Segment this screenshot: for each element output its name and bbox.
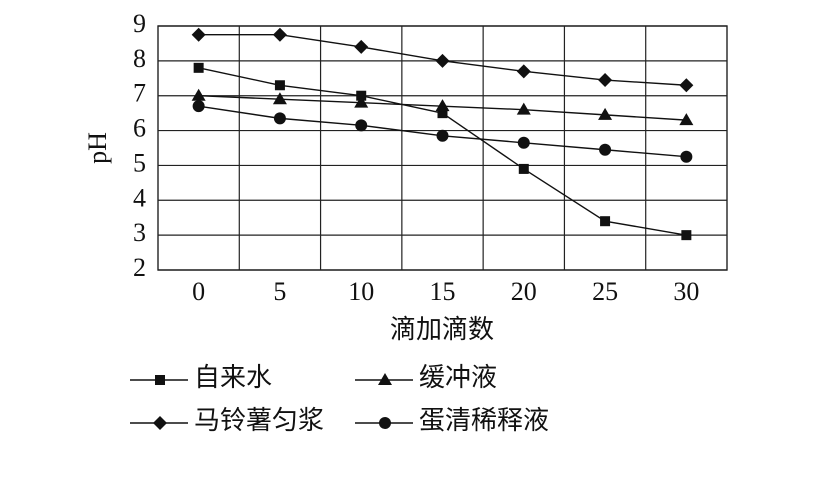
data-point xyxy=(435,53,450,68)
data-point xyxy=(355,119,368,132)
legend-marker xyxy=(155,375,165,385)
data-point xyxy=(517,136,530,149)
x-axis-label: 滴加滴数 xyxy=(390,315,494,344)
data-point xyxy=(192,100,205,113)
y-tick-label: 4 xyxy=(133,183,146,212)
y-tick-label: 7 xyxy=(133,79,146,108)
data-point xyxy=(354,39,369,54)
data-point xyxy=(600,216,611,227)
data-point xyxy=(436,129,449,142)
legend-marker xyxy=(378,373,392,385)
data-point xyxy=(272,27,287,42)
data-point xyxy=(191,88,206,101)
data-point xyxy=(274,80,285,91)
data-point xyxy=(354,95,369,108)
legend-marker xyxy=(153,416,167,430)
data-point xyxy=(273,112,286,125)
y-tick-label: 6 xyxy=(133,114,146,143)
series-line xyxy=(198,67,687,236)
y-tick-label: 5 xyxy=(133,148,146,177)
x-tick-label: 15 xyxy=(430,277,456,306)
data-point xyxy=(681,230,692,241)
data-point xyxy=(598,107,613,120)
x-tick-label: 20 xyxy=(511,277,537,306)
data-point xyxy=(516,64,531,79)
data-point xyxy=(518,163,529,174)
y-axis-label: pH xyxy=(83,132,112,164)
x-tick-label: 5 xyxy=(273,277,286,306)
data-point xyxy=(193,62,204,73)
y-tick-label: 3 xyxy=(133,218,146,247)
y-tick-label: 9 xyxy=(133,9,146,38)
data-point xyxy=(679,78,694,93)
legend-label: 马铃薯匀浆 xyxy=(194,406,324,435)
data-point xyxy=(437,108,448,119)
data-point xyxy=(191,27,206,42)
data-point xyxy=(598,73,613,88)
data-point xyxy=(599,143,612,156)
data-point xyxy=(679,113,694,126)
legend-label: 蛋清稀释液 xyxy=(419,406,549,435)
data-point xyxy=(272,92,287,105)
data-point xyxy=(435,99,450,112)
y-tick-label: 2 xyxy=(133,253,146,282)
legend-label: 自来水 xyxy=(194,363,272,392)
x-tick-label: 10 xyxy=(348,277,374,306)
x-tick-label: 0 xyxy=(192,277,205,306)
x-tick-label: 25 xyxy=(592,277,618,306)
legend-label: 缓冲液 xyxy=(419,363,497,392)
y-tick-label: 8 xyxy=(133,44,146,73)
data-point xyxy=(680,150,693,163)
legend-marker xyxy=(379,417,391,429)
x-tick-label: 30 xyxy=(673,277,699,306)
data-point xyxy=(516,102,531,115)
